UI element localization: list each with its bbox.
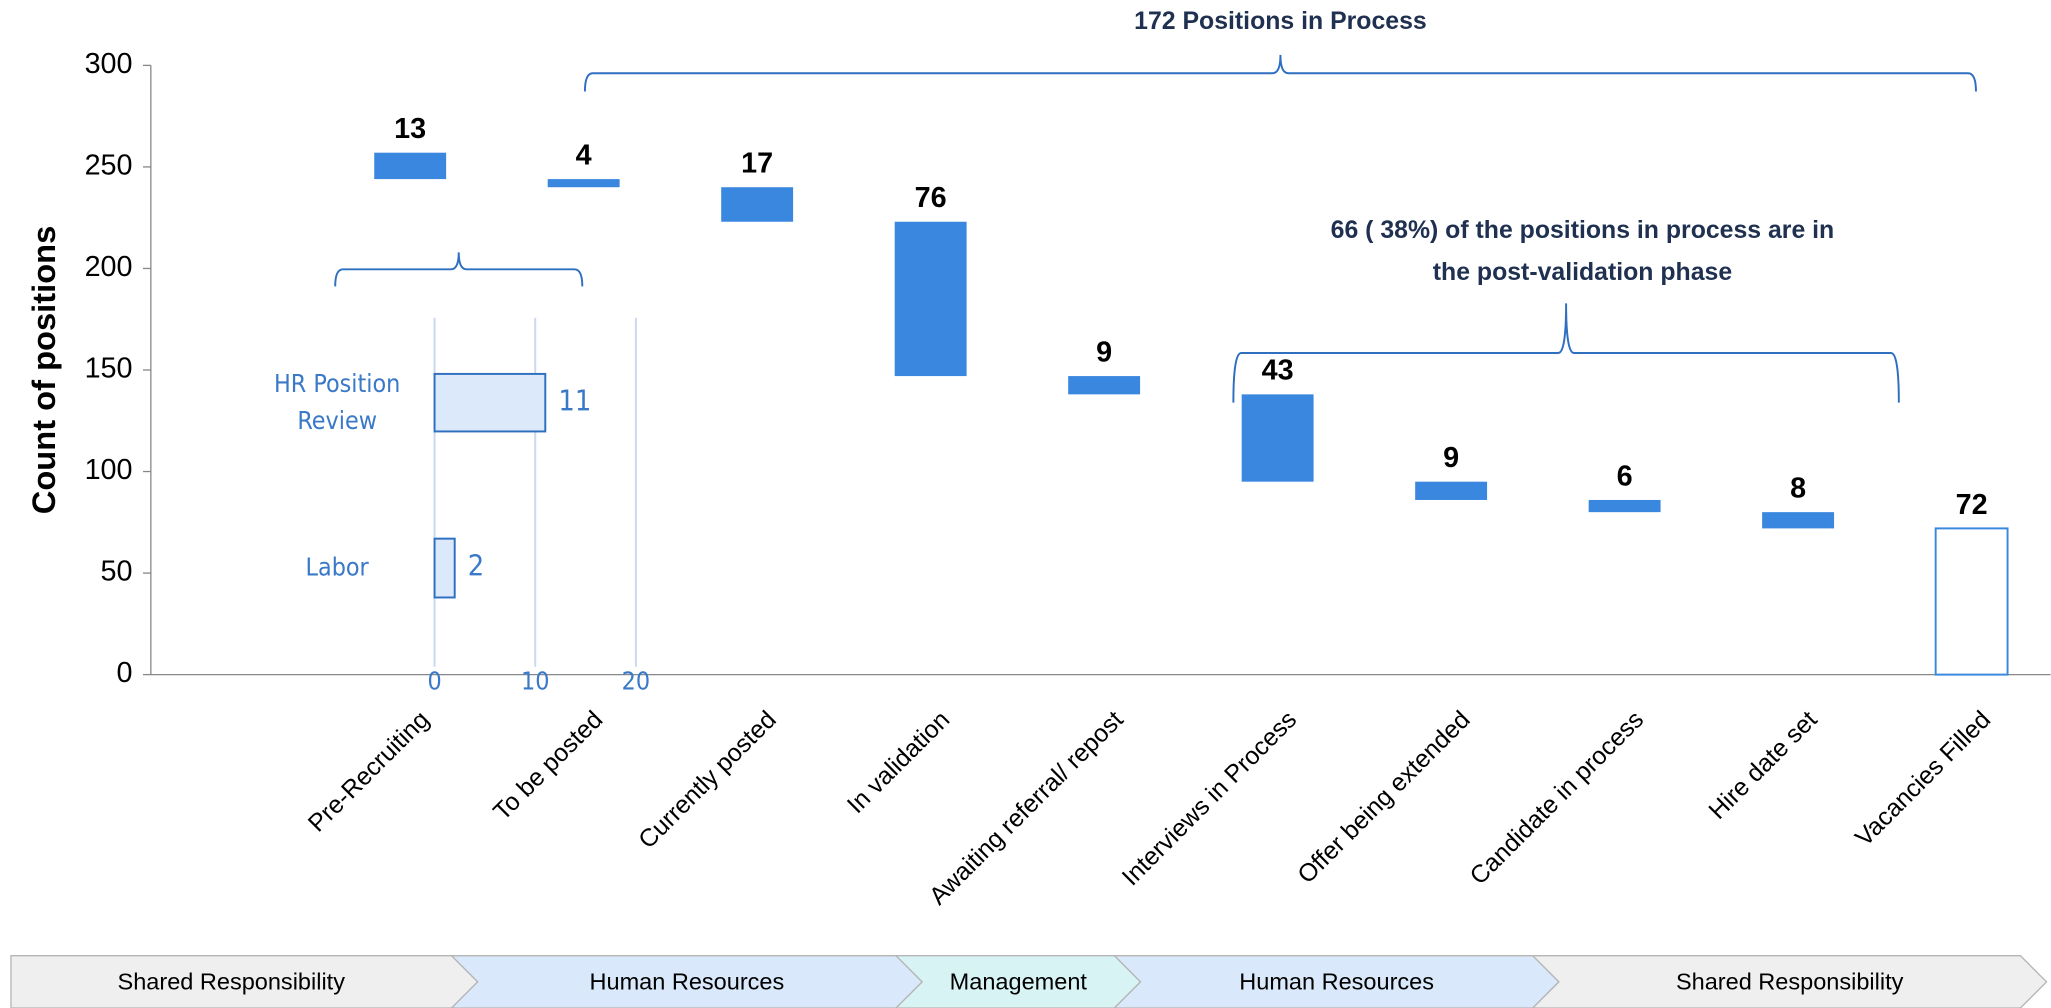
inset-category-text: HR Position Review	[273, 369, 401, 436]
x-tick-label: Awaiting referral/ repost	[925, 706, 1129, 910]
bar	[1241, 394, 1314, 482]
annotation-brace	[1232, 303, 1900, 403]
inset-tick-label: 0	[427, 666, 441, 695]
inset-value-label: 11	[558, 384, 591, 418]
bar	[374, 152, 447, 180]
value-label: 8	[1790, 473, 1806, 505]
value-label: 43	[1262, 355, 1294, 387]
inset-bar	[433, 537, 456, 599]
bar	[1934, 527, 2009, 676]
value-label: 13	[394, 113, 426, 145]
phase-chevron	[1531, 955, 2048, 1008]
inset-category-label: HR Position Review	[273, 369, 401, 436]
phase-label: Human Resources	[590, 968, 785, 994]
y-tick-label: 200	[85, 251, 133, 283]
value-label: 17	[741, 148, 773, 180]
annotation: 172 Positions in Process	[1134, 8, 1427, 35]
x-tick-label: Pre-Recruiting	[303, 706, 434, 837]
inset-tick-label: 10	[521, 666, 549, 695]
bar	[1762, 512, 1835, 529]
annotation: the post-validation phase	[1433, 259, 1732, 286]
phase-label: Human Resources	[1239, 968, 1434, 994]
phase-label: Shared Responsibility	[1676, 968, 1904, 994]
x-tick-label: In validation	[842, 706, 955, 819]
value-label: 76	[915, 182, 947, 214]
x-tick-label: Interviews in Process	[1117, 706, 1302, 891]
annotation: 66 ( 38%) of the positions in process ar…	[1331, 217, 1835, 244]
bar	[894, 221, 967, 377]
phase-label: Management	[950, 968, 1088, 994]
phase-label: Shared Responsibility	[118, 968, 346, 994]
inset-category-label: Labor	[305, 553, 369, 582]
inset-bar	[433, 372, 547, 433]
x-tick-label: Candidate in process	[1465, 706, 1649, 890]
value-label: 9	[1096, 336, 1112, 368]
y-tick-label: 300	[85, 48, 133, 80]
inset-brace	[334, 252, 584, 287]
x-tick-label: Vacancies Filled	[1851, 706, 1997, 852]
y-tick-label: 250	[85, 150, 133, 182]
bar	[1068, 376, 1141, 395]
value-label: 4	[576, 139, 592, 171]
x-tick-label: Offer being extended	[1293, 706, 1476, 889]
y-tick-label: 150	[85, 353, 133, 385]
x-tick-label: Hire date set	[1704, 706, 1823, 825]
y-tick-label: 0	[117, 657, 133, 689]
value-label: 6	[1617, 460, 1633, 492]
y-tick-label: 50	[101, 556, 133, 588]
value-label: 9	[1443, 442, 1459, 474]
bar	[1588, 499, 1661, 513]
value-label: 72	[1956, 489, 1988, 521]
bar	[547, 179, 620, 188]
bar	[721, 187, 794, 222]
inset-value-label: 2	[468, 548, 484, 582]
inset-category-text: Labor	[305, 553, 369, 582]
inset-tick-label: 20	[622, 666, 650, 695]
bar	[1415, 481, 1488, 500]
y-tick-label: 100	[85, 454, 133, 486]
x-tick-label: Currently posted	[634, 706, 782, 854]
x-tick-label: To be posted	[489, 706, 609, 826]
y-axis-label: Count of positions	[25, 226, 62, 515]
annotation-brace	[583, 54, 1977, 92]
